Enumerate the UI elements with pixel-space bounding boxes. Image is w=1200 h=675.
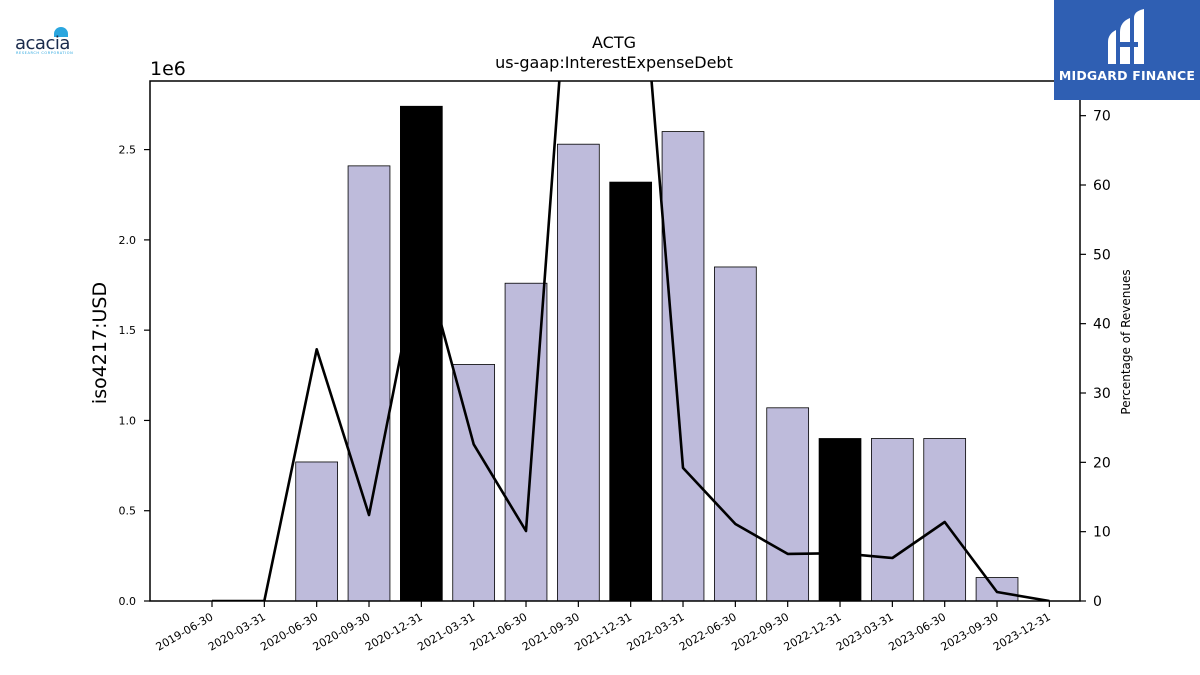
bar-2021-09-30 [557,143,600,602]
bar-2021-12-31 [609,181,653,602]
y2-tick-label: 0 [1093,594,1102,610]
y2-axis-label: Percentage of Revenues [1119,269,1133,414]
y2-tick-label: 60 [1093,178,1111,194]
bar-2020-06-30 [295,461,339,602]
acacia-logo: acacia RESEARCH CORPORATION [10,26,80,58]
y-axis-label: iso4217:USD [89,282,111,404]
x-tick-label: 2022-06-30 [677,610,739,653]
x-tick-label: 2022-12-31 [782,610,844,653]
x-tick-label: 2023-06-30 [886,610,948,653]
bar-2022-03-31 [661,131,705,602]
y2-tick-label: 70 [1093,109,1111,125]
chart-title: ACTG [592,33,636,52]
bar-2020-12-31 [400,105,443,602]
x-tick-label: 2021-12-31 [572,610,634,653]
bar-2022-06-30 [714,266,757,602]
bar-2022-09-30 [766,407,810,602]
bar-2023-03-31 [871,438,914,602]
x-tick-label: 2023-03-31 [834,610,896,653]
y-tick-label: 0.0 [119,595,137,608]
x-tick-label: 2022-09-30 [729,610,791,653]
y-offset-label: 1e6 [150,58,186,80]
bar-2023-09-30 [975,577,1019,602]
x-tick-label: 2022-03-31 [625,610,687,653]
acacia-logo-drop-icon [54,27,68,37]
y2-tick-label: 40 [1093,317,1111,333]
acacia-logo-text: acacia [15,33,70,54]
y2-tick-label: 20 [1093,455,1111,471]
x-tick-label: 2021-03-31 [415,610,477,653]
bar-2021-03-31 [452,364,496,602]
bar-2022-12-31 [818,438,862,602]
bar-2020-09-30 [347,165,391,602]
plot-frame [149,80,1081,602]
x-tick-label: 2021-06-30 [468,610,530,653]
x-tick-label: 2020-06-30 [258,610,320,653]
y-tick-label: 2.5 [119,144,137,157]
midgard-logo-icon [1108,9,1144,64]
midgard-finance-logo: MIDGARD FINANCE [1054,0,1200,100]
x-tick-label: 2019-06-30 [154,610,216,653]
x-tick-label: 2023-12-31 [991,610,1053,653]
y-tick-label: 1.0 [119,414,137,427]
x-tick-label: 2023-09-30 [939,610,1001,653]
bar-2023-06-30 [923,438,967,602]
y-tick-label: 0.5 [119,505,137,518]
x-tick-label: 2020-09-30 [311,610,373,653]
y2-tick-label: 50 [1093,247,1111,263]
y-tick-label: 2.0 [119,234,137,247]
x-tick-label: 2020-12-31 [363,610,425,653]
acacia-logo-tagline: RESEARCH CORPORATION [16,51,74,55]
x-tick-label: 2021-09-30 [520,610,582,653]
y2-tick-label: 30 [1093,386,1111,402]
midgard-logo-text: MIDGARD FINANCE [1058,68,1196,83]
y-tick-label: 1.5 [119,324,137,337]
chart-subtitle: us-gaap:InterestExpenseDebt [495,53,733,72]
y2-tick-label: 10 [1093,525,1111,541]
percentage-line [212,81,1050,601]
x-tick-label: 2020-03-31 [206,610,268,653]
